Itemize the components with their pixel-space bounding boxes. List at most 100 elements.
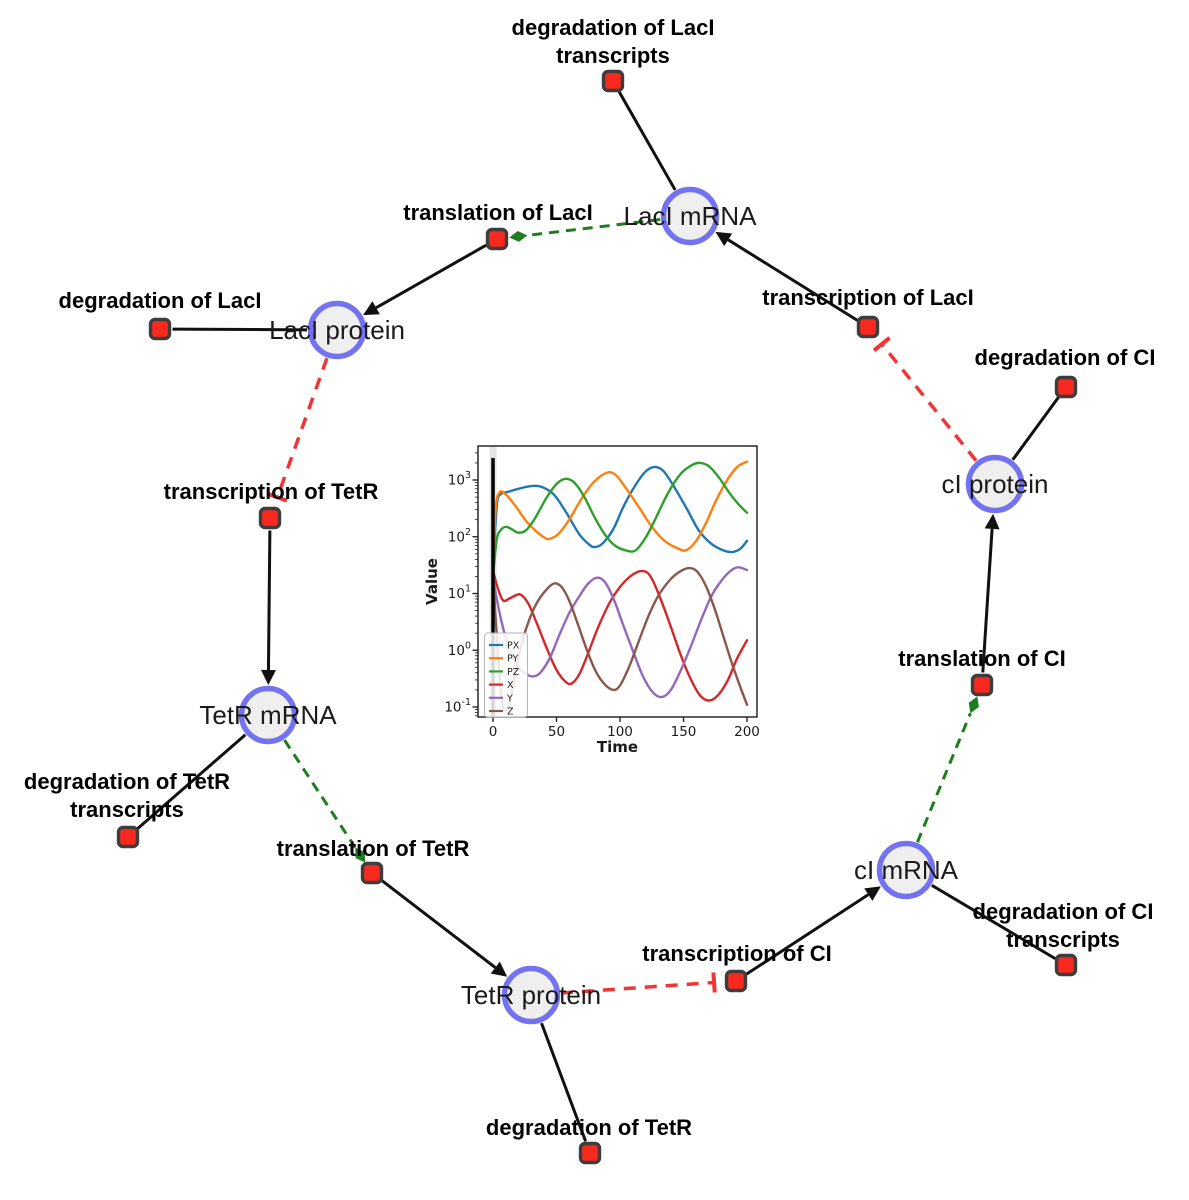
- series-curve-PZ: [491, 461, 749, 578]
- x-tick-label: 200: [734, 724, 760, 740]
- reaction-square: [360, 861, 384, 885]
- reaction-node-trans_LacI[interactable]: translation of LacI: [403, 200, 593, 251]
- reaction-label-deg_CI_tx: degradation of CI transcripts: [973, 899, 1154, 952]
- legend-label: PZ: [507, 667, 520, 678]
- reaction-node-deg_TetR_tx[interactable]: degradation of TetR transcripts: [24, 769, 230, 849]
- time-series-plot: 0 50 100 150 20010-1100101102103TimeValuePXP…: [423, 445, 760, 756]
- edge-LacI_mRNA-deg_LacI_tx[interactable]: [617, 91, 677, 191]
- species-label-TetR_protein: TetR protein: [461, 980, 601, 1010]
- species-circle: [501, 965, 561, 1025]
- product-edge-line: [381, 879, 497, 969]
- node-layer: LacI mRNA LacI protein TetR mRNA TetR prote…: [24, 15, 1156, 1165]
- inhibitor-edge-line: [275, 357, 329, 498]
- reaction-square: [485, 227, 509, 251]
- species-node-LacI_protein[interactable]: LacI protein: [269, 300, 405, 360]
- reaction-node-txn_CI[interactable]: transcription of CI: [642, 941, 832, 993]
- legend-label: PX: [507, 641, 520, 652]
- species-node-cI_mRNA[interactable]: cI mRNA: [854, 840, 959, 900]
- species-label-LacI_protein: LacI protein: [269, 315, 405, 345]
- y-tick-label: 101: [448, 584, 471, 603]
- edge-cI_protein-txn_LacI[interactable]: [872, 336, 978, 462]
- y-tick-label: 103: [448, 470, 471, 489]
- product-edge-line: [745, 893, 870, 976]
- edge-trans_TetR-TetR_protein[interactable]: [381, 879, 508, 977]
- species-node-cI_protein[interactable]: cI protein: [942, 454, 1049, 514]
- reaction-square: [148, 317, 172, 341]
- reaction-label-deg_TetR: degradation of TetR: [486, 1115, 692, 1140]
- x-tick-label: 150: [671, 724, 697, 740]
- edge-TetR_mRNA-deg_TetR_tx[interactable]: [136, 733, 247, 830]
- arrowhead-icon: [260, 669, 276, 686]
- species-circle: [876, 840, 936, 900]
- species-node-TetR_protein[interactable]: TetR protein: [461, 965, 601, 1025]
- modifier-edge-line: [527, 218, 661, 237]
- curves-group: [491, 460, 749, 712]
- y-tick-label: 10-1: [444, 697, 471, 716]
- reaction-node-deg_CI_tx[interactable]: degradation of CI transcripts: [973, 899, 1154, 977]
- y-tick-label: 102: [448, 527, 471, 546]
- reaction-label-trans_CI: translation of CI: [898, 646, 1065, 671]
- edge-trans_CI-cI_protein[interactable]: [981, 513, 1000, 673]
- arrowhead-icon: [864, 886, 881, 901]
- reaction-node-deg_TetR[interactable]: degradation of TetR: [486, 1115, 692, 1165]
- edge-LacI_protein-txn_TetR[interactable]: [267, 357, 329, 503]
- tbar-inhibition-icon: [711, 972, 717, 993]
- x-tick-label: 100: [607, 724, 633, 740]
- reaction-node-trans_CI[interactable]: translation of CI: [898, 646, 1066, 697]
- plot-spines: [477, 445, 758, 718]
- reaction-label-deg_CI: degradation of CI: [975, 345, 1156, 370]
- reaction-node-deg_CI[interactable]: degradation of CI: [975, 345, 1156, 399]
- reaction-node-deg_LacI[interactable]: degradation of LacI: [59, 288, 262, 341]
- reaction-square: [601, 69, 625, 93]
- reaction-label-deg_TetR_tx: degradation of TetR transcripts: [24, 769, 230, 822]
- modifier-edge-line: [283, 739, 357, 849]
- diamond-arrowhead-icon: [968, 696, 979, 714]
- edge-cI_mRNA-trans_CI[interactable]: [916, 696, 979, 843]
- edge-TetR_protein-deg_TetR[interactable]: [540, 1022, 588, 1142]
- legend-label: PY: [507, 654, 519, 665]
- legend-item-Y: Y: [489, 693, 513, 704]
- diamond-arrowhead-icon: [509, 230, 528, 242]
- species-node-LacI_mRNA[interactable]: LacI mRNA: [624, 186, 758, 246]
- reaction-node-txn_TetR[interactable]: transcription of TetR: [164, 479, 379, 530]
- arrowhead-icon: [715, 231, 733, 247]
- reactant-edge-line: [931, 884, 1057, 960]
- reaction-node-deg_LacI_tx[interactable]: degradation of LacI transcripts: [512, 15, 715, 93]
- legend-item-PX: PX: [489, 641, 520, 652]
- reaction-square: [856, 315, 880, 339]
- species-label-TetR_mRNA: TetR mRNA: [199, 700, 337, 730]
- legend-box: [484, 632, 528, 718]
- legend-item-PZ: PZ: [489, 667, 520, 678]
- edge-cI_protein-deg_CI[interactable]: [1011, 396, 1060, 461]
- product-edge-line: [981, 528, 994, 673]
- edge-LacI_protein-deg_LacI[interactable]: [172, 327, 308, 332]
- reaction-square: [724, 969, 748, 993]
- tbar-inhibition-icon: [267, 492, 288, 503]
- reaction-label-deg_LacI: degradation of LacI: [59, 288, 262, 313]
- chart-legend: PX PY PZ XYZ: [484, 632, 528, 718]
- edge-trans_LacI-LacI_protein[interactable]: [363, 243, 487, 316]
- series-curve-Z: [491, 566, 749, 712]
- product-edge-line: [727, 238, 859, 322]
- edge-txn_CI-cI_mRNA[interactable]: [745, 886, 881, 976]
- reaction-node-trans_TetR[interactable]: translation of TetR: [277, 836, 470, 885]
- reactant-edge-line: [1011, 396, 1060, 461]
- reaction-label-txn_LacI: transcription of LacI: [762, 285, 973, 310]
- edge-LacI_mRNA-trans_LacI[interactable]: [509, 218, 661, 242]
- edge-txn_TetR-TetR_mRNA[interactable]: [260, 530, 276, 686]
- species-label-cI_mRNA: cI mRNA: [854, 855, 959, 885]
- reactant-edge-line: [617, 91, 677, 191]
- edge-TetR_protein-txn_CI[interactable]: [560, 972, 717, 995]
- legend-label: Z: [507, 707, 514, 718]
- y-tick-label: 100: [448, 640, 471, 659]
- product-edge-line: [375, 243, 487, 310]
- modifier-edge-line: [916, 712, 972, 843]
- species-node-TetR_mRNA[interactable]: TetR mRNA: [199, 685, 337, 745]
- edge-TetR_mRNA-trans_TetR[interactable]: [283, 739, 366, 863]
- edge-txn_LacI-LacI_mRNA[interactable]: [715, 231, 859, 322]
- edge-cI_mRNA-deg_CI_tx[interactable]: [931, 884, 1057, 960]
- reaction-square: [258, 506, 282, 530]
- reaction-node-txn_LacI[interactable]: transcription of LacI: [762, 285, 974, 339]
- reaction-square: [970, 673, 994, 697]
